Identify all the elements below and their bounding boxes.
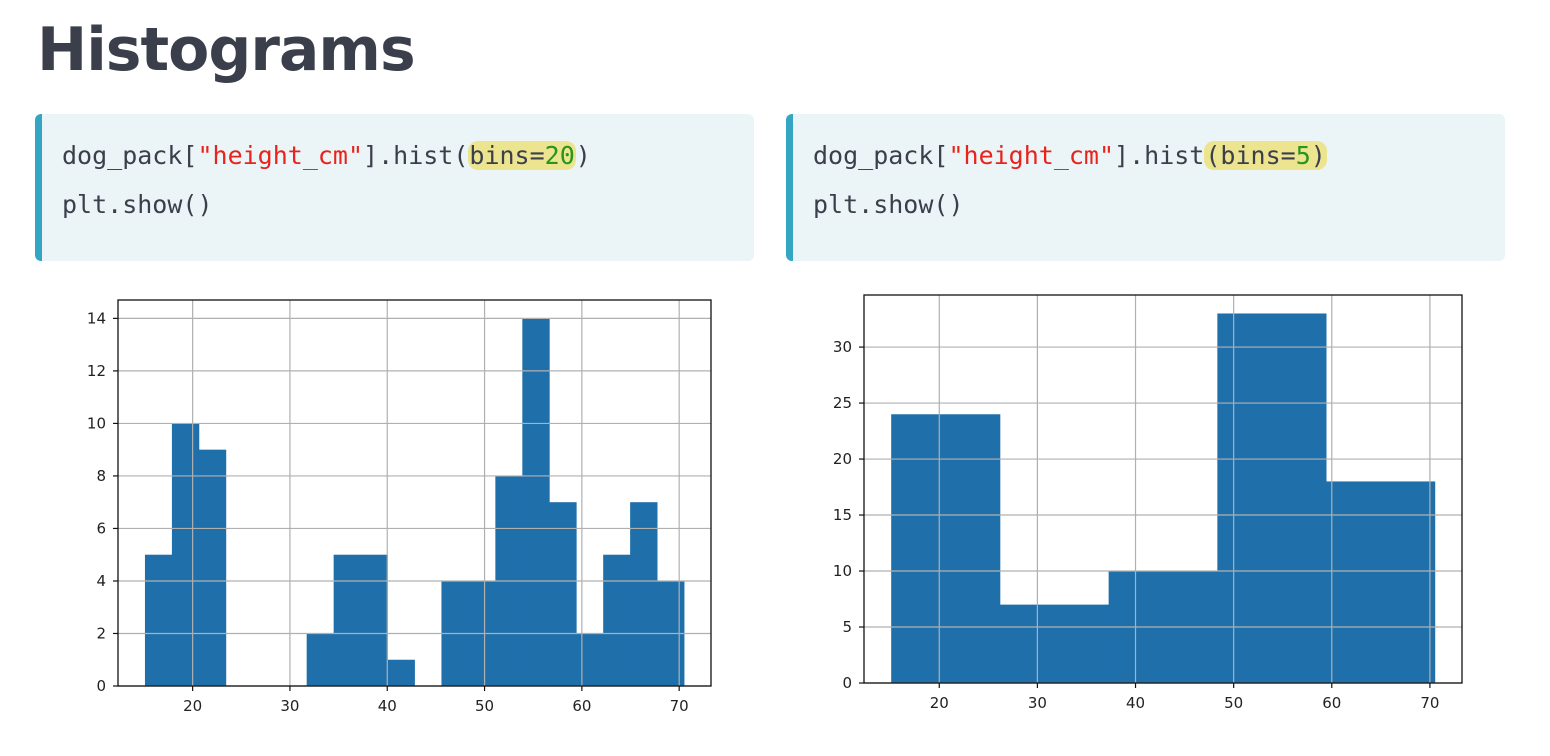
- y-tick-label: 10: [87, 414, 106, 432]
- histogram-bar: [1326, 481, 1436, 683]
- x-tick-label: 40: [378, 697, 397, 715]
- page-title: Histograms: [37, 15, 416, 85]
- code-line-show: plt.show(): [62, 190, 213, 219]
- histogram-bar: [576, 633, 604, 686]
- y-tick-label: 30: [833, 338, 852, 356]
- code-object: dog_pack[: [62, 141, 198, 170]
- code-open-paren: (: [1205, 141, 1221, 170]
- y-tick-label: 0: [842, 674, 852, 692]
- histogram-bar: [1217, 313, 1327, 683]
- code-block-bins-20: dog_pack["height_cm"].hist(bins=20) plt.…: [35, 114, 754, 261]
- histogram-bar: [387, 659, 415, 686]
- code-arg-name: bins=: [1220, 141, 1296, 170]
- y-tick-label: 8: [96, 467, 106, 485]
- code-block-bins-5: dog_pack["height_cm"].hist(bins=5) plt.s…: [786, 114, 1505, 261]
- y-tick-label: 10: [833, 562, 852, 580]
- histogram-bins-5: 20 30 40 50 60 70 0 5 10 15 20 25 30: [833, 294, 1463, 712]
- x-tick-label: 60: [572, 697, 591, 715]
- histogram-bar: [171, 423, 200, 686]
- plot-frame: [117, 299, 712, 687]
- code-line-hist: dog_pack["height_cm"].hist(bins=20): [62, 136, 754, 185]
- x-tick-label: 70: [670, 697, 689, 715]
- histogram-bar: [999, 604, 1110, 683]
- code-object: dog_pack[: [813, 141, 949, 170]
- x-tick-label: 20: [183, 697, 202, 715]
- code-line-hist: dog_pack["height_cm"].hist(bins=5): [813, 136, 1505, 185]
- histogram-bar: [603, 554, 631, 686]
- y-tick-label: 5: [842, 618, 852, 636]
- y-tick-label: 15: [833, 506, 852, 524]
- histogram-bar: [522, 318, 550, 686]
- y-tick-label: 6: [96, 519, 106, 537]
- histogram-bar: [360, 554, 388, 686]
- x-tick-label: 60: [1322, 694, 1341, 712]
- x-tick-label: 70: [1420, 694, 1439, 712]
- plot-frame: [863, 294, 1463, 684]
- x-tick-label: 30: [1028, 694, 1047, 712]
- code-arg-value: 20: [544, 141, 575, 170]
- histogram-bar: [333, 554, 361, 686]
- histogram-bar: [549, 502, 577, 686]
- y-tick-label: 14: [87, 309, 106, 327]
- y-tick-label: 4: [96, 572, 106, 590]
- histogram-bar: [630, 502, 658, 686]
- histogram-bar: [144, 554, 173, 686]
- histogram-bar: [891, 414, 1001, 683]
- code-method: ].hist(: [363, 141, 469, 170]
- y-tick-label: 25: [833, 394, 852, 412]
- code-close-paren: ): [575, 141, 591, 170]
- code-highlight: bins=20: [468, 141, 576, 170]
- histogram-bins-20: 20 30 40 50 60 70 0 2 4 6 8 10 12 14: [87, 299, 712, 715]
- code-close-paren: ): [1310, 141, 1326, 170]
- code-line-show: plt.show(): [813, 190, 964, 219]
- code-arg-value: 5: [1295, 141, 1311, 170]
- y-tick-label: 12: [87, 362, 106, 380]
- histogram-bar: [198, 449, 227, 686]
- x-tick-label: 50: [1224, 694, 1243, 712]
- histogram-bar: [306, 633, 335, 686]
- code-method: ].hist: [1114, 141, 1205, 170]
- code-string: "height_cm": [197, 141, 364, 170]
- y-tick-label: 20: [833, 450, 852, 468]
- y-tick-label: 0: [96, 677, 106, 695]
- x-tick-label: 40: [1126, 694, 1145, 712]
- code-highlight: (bins=5): [1204, 141, 1327, 170]
- x-tick-label: 20: [930, 694, 949, 712]
- code-string: "height_cm": [948, 141, 1115, 170]
- x-tick-label: 30: [280, 697, 299, 715]
- code-arg-name: bins=: [469, 141, 545, 170]
- y-tick-label: 2: [96, 624, 106, 642]
- x-tick-label: 50: [475, 697, 494, 715]
